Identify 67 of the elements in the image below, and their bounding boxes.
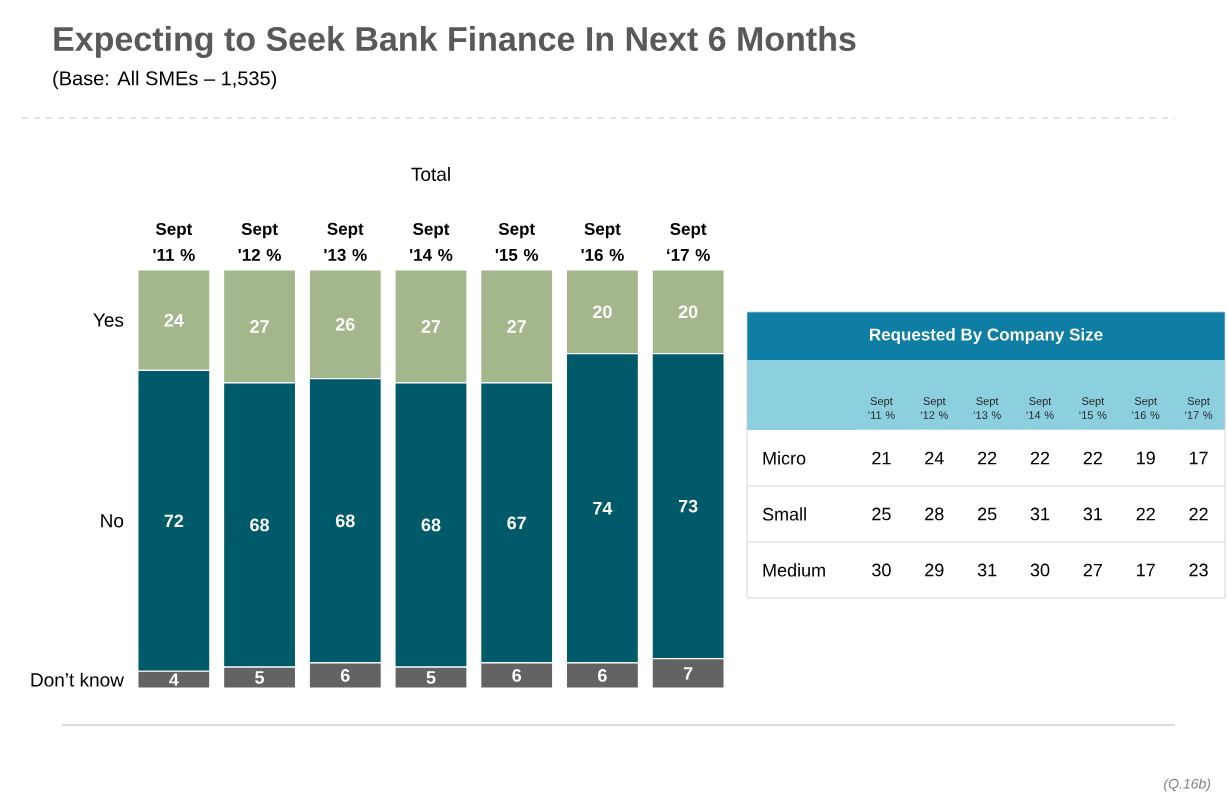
y-tick-label: Small — [762, 507, 806, 521]
x-tick-label: Sept ‘13 % — [973, 397, 1001, 419]
data-label: 68 — [335, 514, 355, 528]
data-label: 20 — [593, 305, 612, 319]
text: (Q.16b) — [1164, 778, 1211, 792]
x-tick-label: Sept '15 % — [495, 222, 539, 261]
data-label: 22 — [978, 451, 997, 465]
data-label: 23 — [1189, 563, 1208, 577]
data-label: 24 — [925, 451, 944, 465]
x-tick-label: Sept ‘16 % — [1132, 397, 1160, 419]
chart-title: Requested By Company Size — [869, 328, 1103, 344]
series-label: Yes — [93, 313, 124, 327]
y-tick-label: Micro — [763, 451, 806, 465]
data-label: 26 — [335, 317, 355, 331]
series-label: No — [101, 514, 124, 528]
data-label: 24 — [164, 313, 184, 327]
series-label: Don’t know — [31, 672, 124, 687]
data-label: 5 — [426, 671, 436, 684]
data-label: 17 — [1189, 451, 1208, 465]
y-tick-label: Medium — [763, 563, 825, 577]
x-tick-label: Sept '11 % — [153, 222, 195, 261]
chart-title: Expecting to Seek Bank Finance In Next 6 Months — [54, 26, 856, 58]
data-label: 73 — [678, 499, 698, 513]
data-label: 20 — [678, 305, 698, 319]
data-label: 72 — [164, 514, 184, 528]
data-label: 68 — [421, 518, 441, 532]
x-tick-label: Sept ‘17 % — [1185, 397, 1213, 419]
data-label: 22 — [1083, 451, 1102, 465]
data-label: 31 — [1030, 507, 1050, 521]
x-tick-label: Sept ‘12 % — [920, 397, 948, 419]
x-tick-label: Sept '16 % — [581, 222, 624, 261]
data-label: 6 — [340, 669, 350, 682]
data-label: 28 — [925, 507, 944, 521]
data-label: 21 — [872, 451, 891, 465]
data-label: 27 — [421, 320, 441, 333]
data-label: 17 — [1137, 563, 1155, 577]
data-label: 30 — [1030, 563, 1050, 577]
data-label: 22 — [1136, 507, 1155, 521]
data-label: 67 — [507, 516, 526, 530]
x-tick-label: Sept '14 % — [410, 222, 453, 261]
data-label: 4 — [169, 673, 179, 686]
data-label: 68 — [250, 518, 270, 532]
data-label: 7 — [683, 667, 693, 680]
x-tick-label: Sept '13 % — [324, 222, 367, 261]
x-tick-label: Sept ‘11 % — [868, 397, 895, 419]
x-tick-label: Sept '12 % — [238, 222, 281, 261]
x-axis-title: Total — [411, 167, 450, 181]
data-label: 74 — [593, 502, 613, 515]
x-tick-label: Sept ‘15 % — [1079, 397, 1107, 419]
data-label: 27 — [1083, 563, 1102, 577]
data-label: 31 — [1083, 507, 1102, 521]
data-label: 27 — [507, 320, 526, 333]
data-label: 22 — [1030, 451, 1050, 465]
data-label: 5 — [255, 671, 265, 684]
x-tick-label: Sept ‘14 % — [1026, 397, 1054, 419]
data-label: 29 — [925, 563, 944, 577]
chart-subtitle: (Base: All SMEs – 1,535) — [53, 70, 277, 90]
data-label: 25 — [978, 507, 997, 521]
x-tick-label: Sept ‘17 % — [667, 222, 710, 261]
data-label: 22 — [1189, 507, 1208, 521]
data-label: 25 — [872, 507, 891, 521]
data-label: 27 — [250, 320, 269, 333]
data-label: 19 — [1137, 451, 1155, 465]
data-label: 30 — [872, 563, 891, 577]
data-label: 6 — [598, 669, 607, 682]
data-label: 6 — [512, 669, 522, 682]
data-label: 31 — [977, 563, 997, 577]
